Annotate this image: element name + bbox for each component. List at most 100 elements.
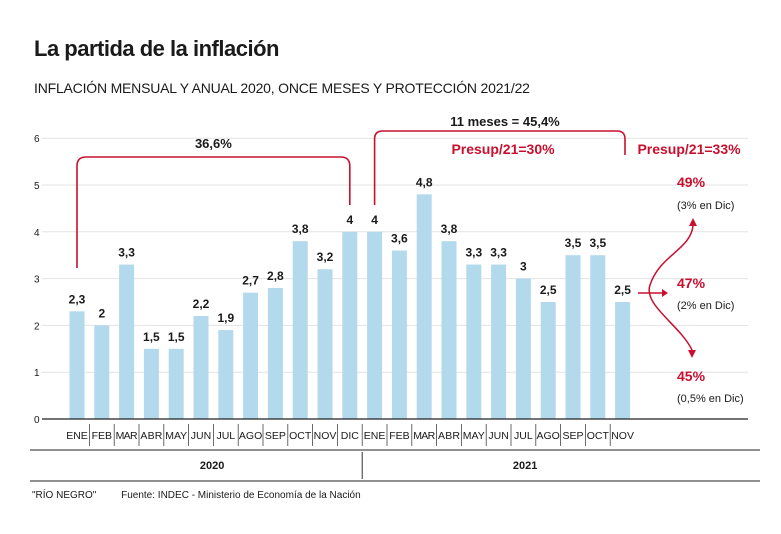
value-label: 3,3 bbox=[118, 246, 135, 260]
bar bbox=[168, 348, 184, 419]
bar bbox=[292, 241, 308, 419]
bar bbox=[441, 241, 457, 419]
value-labels: 2,3 2 3,3 1,5 1,5 2,2 1,9 2,7 2,8 3,8 3,2 4 4 3,6 4,8 3… bbox=[69, 175, 632, 343]
y-tick-label: 4 bbox=[34, 228, 40, 239]
x-tick-label: ENE bbox=[364, 430, 386, 442]
value-label: 2,3 bbox=[69, 292, 86, 306]
bar bbox=[94, 325, 110, 419]
arrow-down-head bbox=[688, 350, 696, 358]
x-tick-label: MAR bbox=[413, 430, 435, 442]
x-tick-label: MAY bbox=[165, 430, 187, 442]
value-label: 1,5 bbox=[168, 330, 185, 344]
chart-subtitle: INFLACIÓN MENSUAL Y ANUAL 2020, ONCE MES… bbox=[34, 80, 530, 96]
value-label: 2,8 bbox=[267, 269, 284, 283]
bars bbox=[69, 194, 631, 419]
bar bbox=[391, 250, 407, 419]
bar bbox=[515, 278, 531, 419]
x-tick-label: MAY bbox=[463, 430, 485, 442]
projection-value: 45% bbox=[677, 368, 706, 384]
bar bbox=[119, 264, 135, 419]
bar bbox=[565, 255, 581, 419]
bar bbox=[615, 302, 631, 419]
value-label: 2,2 bbox=[193, 297, 210, 311]
x-tick-label: MAR bbox=[116, 430, 138, 442]
chart-title: La partida de la inflación bbox=[34, 36, 279, 61]
arrow-up-head bbox=[689, 218, 697, 226]
bar bbox=[590, 255, 606, 419]
value-label: 1,5 bbox=[143, 330, 160, 344]
x-tick-label: AGO bbox=[239, 430, 262, 442]
y-tick-label: 2 bbox=[34, 321, 40, 332]
x-tick-label: FEB bbox=[92, 430, 112, 442]
x-tick-label: SEP bbox=[562, 430, 583, 442]
value-label: 3,5 bbox=[565, 236, 582, 250]
value-label: 3,2 bbox=[317, 250, 334, 264]
projection-value: 49% bbox=[677, 174, 706, 190]
y-tick-label: 0 bbox=[34, 415, 40, 426]
projection-note: (3% en Dic) bbox=[677, 200, 734, 212]
projection-note: (0,5% en Dic) bbox=[677, 393, 744, 405]
x-tick-label: JUL bbox=[514, 430, 533, 442]
x-tick-label: FEB bbox=[389, 430, 409, 442]
bracket-2020 bbox=[76, 156, 351, 268]
bracket-2021 bbox=[373, 130, 626, 205]
value-label: 2,5 bbox=[540, 283, 557, 297]
value-label: 4 bbox=[346, 213, 353, 227]
value-label: 3,8 bbox=[292, 222, 309, 236]
footer-source: Fuente: INDEC - Ministerio de Economía d… bbox=[121, 490, 361, 501]
bar bbox=[218, 330, 234, 419]
value-label: 4,8 bbox=[416, 175, 433, 189]
budget-2021-alt-label: Presup/21=33% bbox=[637, 141, 741, 157]
x-tick-label: JUN bbox=[488, 430, 508, 442]
value-label: 1,9 bbox=[217, 311, 234, 325]
arrow-curve bbox=[648, 225, 694, 351]
bar bbox=[69, 311, 85, 419]
value-label: 2,5 bbox=[614, 283, 631, 297]
year-label: 2021 bbox=[513, 460, 537, 472]
bar bbox=[342, 231, 358, 419]
bar bbox=[317, 269, 333, 419]
bar bbox=[540, 302, 556, 419]
value-label: 3,3 bbox=[465, 246, 482, 260]
bar bbox=[367, 231, 383, 419]
bracket-2020-label: 36,6% bbox=[195, 136, 232, 151]
y-tick-label: 5 bbox=[34, 181, 40, 192]
bracket-2021-label: 11 meses = 45,4% bbox=[450, 114, 560, 129]
annotations: 36,6% 11 meses = 45,4% Presup/21=30% Presup… bbox=[76, 114, 744, 405]
y-axis-ticks: 0 1 2 3 4 5 6 bbox=[34, 134, 40, 426]
value-label: 3,6 bbox=[391, 232, 408, 246]
x-tick-label: JUL bbox=[216, 430, 235, 442]
x-tick-label: JUN bbox=[191, 430, 211, 442]
bar bbox=[466, 264, 482, 419]
bar bbox=[143, 348, 159, 419]
x-tick-label: OCT bbox=[289, 430, 312, 442]
value-label: 3,8 bbox=[441, 222, 458, 236]
x-tick-label: NOV bbox=[611, 430, 634, 442]
x-tick-label: SEP bbox=[265, 430, 286, 442]
x-tick-label: ABR bbox=[140, 430, 162, 442]
bar bbox=[491, 264, 507, 419]
projection-note: (2% en Dic) bbox=[677, 300, 734, 312]
footer-credit: "RÍO NEGRO" bbox=[32, 490, 97, 501]
x-tick-label: OCT bbox=[587, 430, 610, 442]
y-tick-label: 1 bbox=[34, 368, 40, 379]
value-label: 4 bbox=[371, 213, 378, 227]
bar bbox=[193, 316, 209, 419]
x-tick-label: NOV bbox=[314, 430, 337, 442]
y-tick-label: 6 bbox=[34, 134, 40, 145]
arrow-mid-head bbox=[662, 289, 668, 297]
value-label: 3,5 bbox=[589, 236, 606, 250]
value-label: 3,3 bbox=[490, 246, 507, 260]
bar bbox=[267, 287, 283, 419]
value-label: 2 bbox=[98, 306, 105, 320]
value-label: 3 bbox=[520, 260, 527, 274]
projection-value: 47% bbox=[677, 275, 706, 291]
x-tick-label: ABR bbox=[438, 430, 460, 442]
bar bbox=[243, 292, 259, 419]
budget-2021-label: Presup/21=30% bbox=[451, 141, 555, 157]
bar bbox=[416, 194, 432, 419]
x-axis: ENE FEB MAR ABR MAY JUN JUL AGO SEP OCT NOV DIC ENE F… bbox=[30, 418, 760, 482]
year-label: 2020 bbox=[200, 460, 224, 472]
y-tick-label: 3 bbox=[34, 275, 40, 286]
